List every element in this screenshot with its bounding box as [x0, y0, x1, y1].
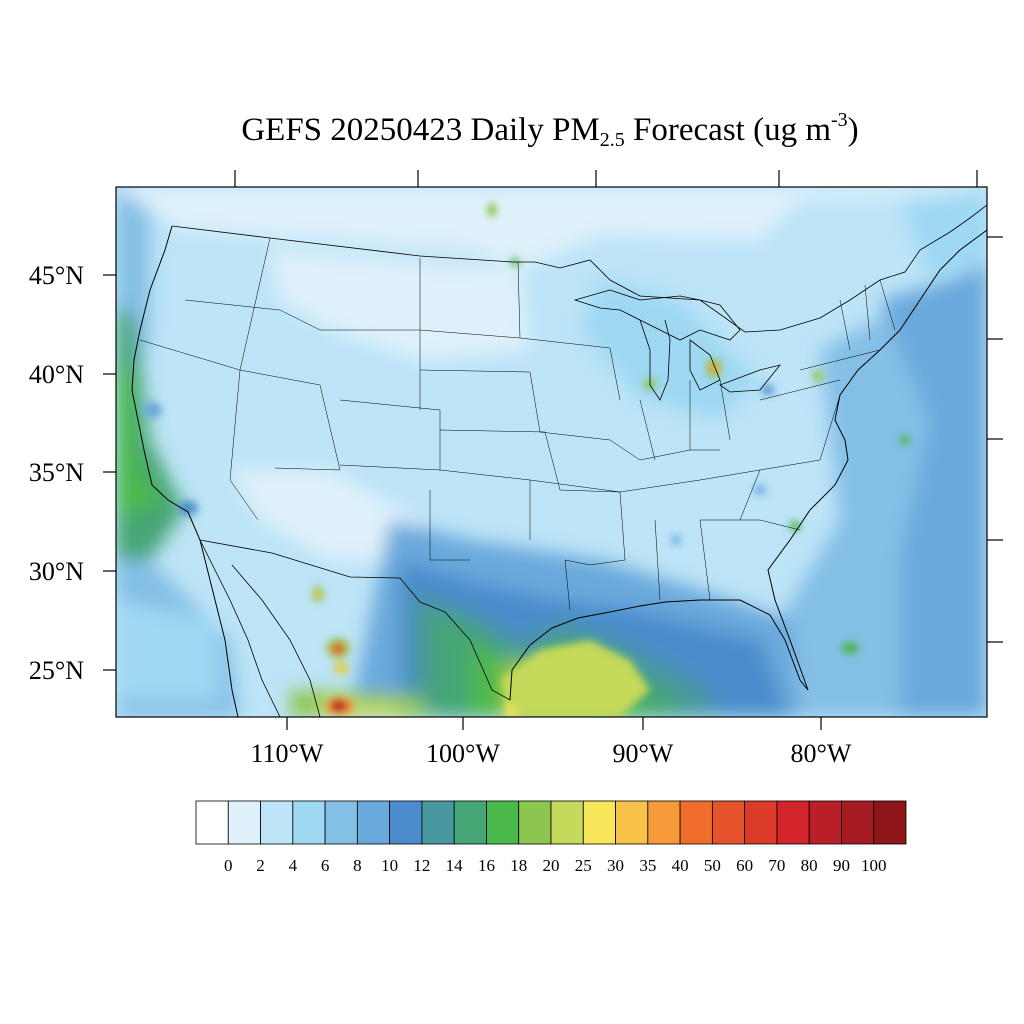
colorbar-swatch-4: [324, 800, 358, 845]
colorbar-label-30: 30: [607, 856, 624, 875]
map-title: GEFS 20250423 Daily PM2.5 Forecast (ug m…: [241, 109, 859, 151]
lat-label-40: 40°N: [29, 360, 84, 389]
lon-label-90: 90°W: [613, 739, 674, 768]
colorbar-label-12: 12: [413, 856, 430, 875]
colorbar-label-100: 100: [861, 856, 887, 875]
colorbar-swatch-12: [582, 800, 616, 845]
colorbar-swatch-10: [518, 800, 552, 845]
colorbar-label-14: 14: [446, 856, 464, 875]
colorbar-label-6: 6: [321, 856, 330, 875]
colorbar-swatch-3: [292, 800, 326, 845]
colorbar-swatch-2: [260, 800, 294, 845]
colorbar-swatch-9: [486, 800, 520, 845]
colorbar-label-90: 90: [833, 856, 850, 875]
colorbar-label-80: 80: [801, 856, 818, 875]
colorbar-label-18: 18: [510, 856, 527, 875]
pm25-field: [116, 187, 987, 717]
colorbar-swatch-7: [421, 800, 455, 845]
colorbar-label-20: 20: [543, 856, 560, 875]
lat-label-45: 45°N: [29, 261, 84, 290]
colorbar-swatch-18: [776, 800, 810, 845]
lat-label-35: 35°N: [29, 458, 84, 487]
colorbar-label-40: 40: [672, 856, 689, 875]
colorbar-swatch-11: [550, 800, 584, 845]
lat-label-30: 30°N: [29, 557, 84, 586]
lat-label-25: 25°N: [29, 656, 84, 685]
colorbar-swatch-0: [195, 800, 229, 845]
lon-label-80: 80°W: [791, 739, 852, 768]
colorbar-swatch-19: [808, 800, 842, 845]
colorbar-swatch-17: [744, 800, 778, 845]
colorbar-swatch-5: [356, 800, 391, 845]
colorbar-label-16: 16: [478, 856, 495, 875]
colorbar-label-0: 0: [224, 856, 233, 875]
colorbar-swatch-16: [711, 800, 746, 845]
colorbar-label-50: 50: [704, 856, 721, 875]
colorbar-label-4: 4: [289, 856, 298, 875]
colorbar-swatch-14: [647, 800, 681, 845]
colorbar-label-8: 8: [353, 856, 362, 875]
colorbar-swatch-6: [389, 800, 423, 845]
colorbar-label-60: 60: [736, 856, 753, 875]
colorbar-label-70: 70: [768, 856, 785, 875]
lon-label-100: 100°W: [426, 739, 500, 768]
map-boundaries: [131, 204, 987, 717]
colorbar-label-25: 25: [575, 856, 592, 875]
colorbar: 0 2 4 6 8 10 12 14 16 18 20 25 30 35 40 50 60 70 80 90 100: [195, 800, 907, 875]
lon-label-110: 110°W: [251, 739, 324, 768]
colorbar-swatch-13: [615, 800, 649, 845]
colorbar-label-10: 10: [381, 856, 398, 875]
colorbar-label-35: 35: [639, 856, 656, 875]
colorbar-swatch-20: [841, 800, 875, 845]
colorbar-swatch-15: [679, 800, 713, 845]
colorbar-swatch-1: [227, 800, 261, 845]
colorbar-swatch-21: [873, 800, 907, 845]
colorbar-label-2: 2: [256, 856, 265, 875]
colorbar-swatch-8: [453, 800, 487, 845]
